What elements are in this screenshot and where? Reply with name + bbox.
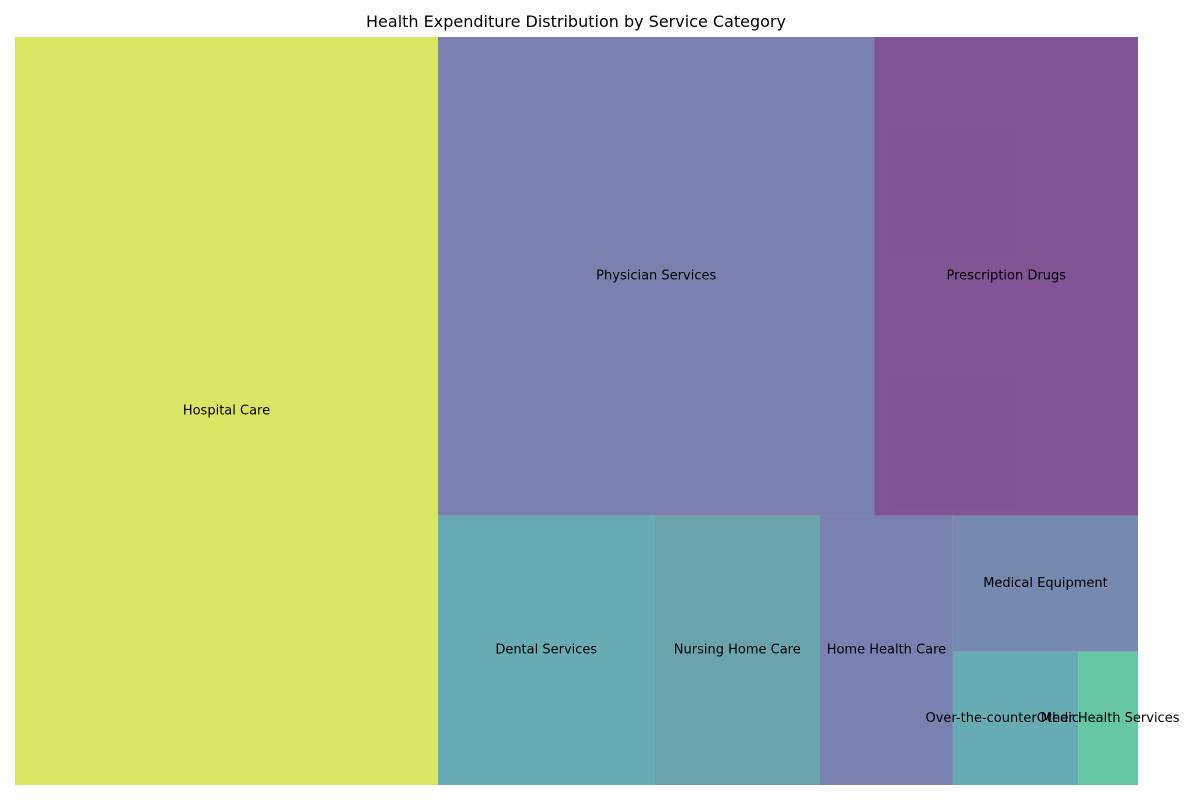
cell-nursing-home-care: Nursing Home Care: [654, 515, 820, 785]
cell-rect-other-health-services: [1078, 651, 1138, 785]
cell-prescription-drugs: Prescription Drugs: [874, 37, 1138, 516]
cell-rect-nursing-home-care: [654, 515, 820, 785]
cell-over-the-counter-medicines: Over-the-counter Medicines: [926, 651, 1106, 785]
cell-label-other-health-services: Other Health Services: [1037, 711, 1180, 726]
cell-label-home-health-care: Home Health Care: [827, 643, 946, 658]
cell-rect-hospital-care: [15, 37, 438, 785]
cell-rect-medical-equipment: [952, 515, 1138, 652]
cell-rect-physician-services: [437, 37, 875, 516]
cell-label-over-the-counter-medicines: Over-the-counter Medicines: [926, 711, 1106, 726]
cell-rect-prescription-drugs: [874, 37, 1138, 516]
cell-label-dental-services: Dental Services: [495, 643, 597, 658]
cell-label-physician-services: Physician Services: [596, 269, 716, 284]
chart-title: Health Expenditure Distribution by Servi…: [366, 12, 786, 31]
cell-home-health-care: Home Health Care: [819, 515, 953, 785]
cell-label-prescription-drugs: Prescription Drugs: [947, 269, 1067, 284]
cell-label-medical-equipment: Medical Equipment: [983, 576, 1108, 591]
cell-medical-equipment: Medical Equipment: [952, 515, 1138, 652]
cell-rect-dental-services: [437, 515, 655, 785]
cell-rect-over-the-counter-medicines: [952, 651, 1079, 785]
cell-physician-services: Physician Services: [437, 37, 875, 516]
cell-rect-home-health-care: [819, 515, 953, 785]
cell-hospital-care: Hospital Care: [15, 37, 438, 785]
cell-label-hospital-care: Hospital Care: [183, 404, 270, 419]
cell-dental-services: Dental Services: [437, 515, 655, 785]
cell-label-nursing-home-care: Nursing Home Care: [674, 643, 801, 658]
cell-other-health-services: Other Health Services: [1037, 651, 1180, 785]
